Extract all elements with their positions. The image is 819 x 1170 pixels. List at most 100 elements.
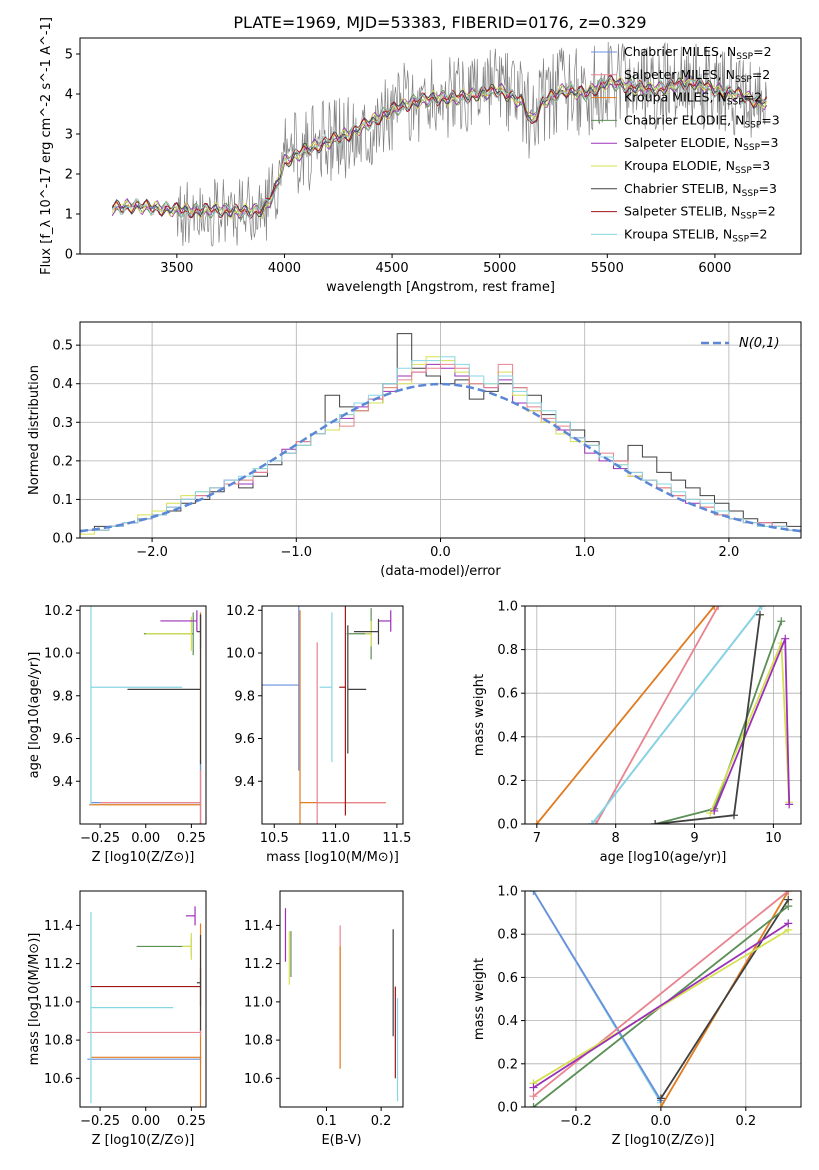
panel-age-vs-mass: 10.5 11.0 11.5 9.4 9.6 9.8 10.0 10.2 mass [log10… <box>226 604 411 865</box>
x-tick-label: −0.25 <box>80 831 120 846</box>
x-tick-label: 0.25 <box>177 831 206 846</box>
y-tick-label: 11.2 <box>44 957 73 972</box>
data-point-marker <box>656 1094 665 1103</box>
y-axis-label: mass weight <box>472 674 487 756</box>
x-tick-label: 1.0 <box>574 545 595 560</box>
x-axis-label: Z [log10(Z/Z⊙)] <box>92 1133 195 1148</box>
x-tick-label: 11.0 <box>321 831 350 846</box>
x-tick-label: 0.00 <box>131 1114 160 1129</box>
x-tick-label: 2.0 <box>719 545 740 560</box>
panel-mass-vs-Z: −0.25 0.00 0.25 10.6 10.8 11.0 11.2 11.4 Z [log1… <box>27 890 207 1148</box>
model-spectrum-line <box>112 76 767 219</box>
data-point-marker <box>755 610 764 619</box>
y-tick-label: 0.8 <box>497 643 518 658</box>
x-tick-label: 10.5 <box>260 831 289 846</box>
y-tick-label: 9.4 <box>52 775 73 790</box>
normal-reference-curve <box>80 382 801 533</box>
y-tick-label: 11.0 <box>44 995 73 1010</box>
data-point-marker <box>714 606 723 610</box>
x-tick-label: 0.2 <box>735 1114 756 1129</box>
panel-spectrum: 3500 4000 4500 5000 5500 6000 0 1 2 3 4 5 wavelength… <box>39 17 802 295</box>
legend-entry: Kroupa MILES, NSSP=2 <box>624 90 762 108</box>
axes-frame <box>79 321 802 539</box>
model-spectrum-line <box>111 74 767 219</box>
x-tick-label: 7 <box>533 831 541 846</box>
plot-area-age-vs-mass <box>262 606 392 824</box>
model-spectrum-line <box>112 76 767 219</box>
x-tick-label: 0.0 <box>430 545 451 560</box>
x-tick-label: −0.25 <box>80 1114 120 1129</box>
x-tick-label: −2.0 <box>136 545 168 560</box>
x-tick-label: 4500 <box>376 261 409 276</box>
data-point-marker <box>591 820 600 824</box>
legend-entry: Salpeter STELIB, NSSP=2 <box>624 204 776 222</box>
histogram-step-line <box>80 356 801 538</box>
mass-weight-line <box>660 899 790 1099</box>
y-tick-label: 0.3 <box>52 416 73 431</box>
x-axis-label: Z [log10(Z/Z⊙)] <box>612 1133 715 1148</box>
data-point-marker <box>529 1083 538 1092</box>
model-spectrum-line <box>111 75 767 220</box>
y-axis-label: age [log10(age/yr)] <box>27 652 42 779</box>
data-point-marker <box>777 617 786 626</box>
axes-frame <box>79 605 207 825</box>
data-point-marker <box>651 820 660 824</box>
axes-frame <box>279 890 404 1108</box>
y-tick-label: 0.0 <box>497 1101 518 1116</box>
x-tick-label: 8 <box>612 831 620 846</box>
y-tick-label: 10.8 <box>44 1034 73 1049</box>
y-tick-label: 1.0 <box>497 885 518 900</box>
x-tick-label: 5000 <box>483 261 516 276</box>
y-tick-label: 0.8 <box>497 928 518 943</box>
x-axis-label: mass [log10(M/M⊙)] <box>266 850 399 865</box>
data-point-marker <box>529 891 538 895</box>
y-tick-label: 0.0 <box>52 532 73 547</box>
y-axis-label: mass [log10(M/M⊙)] <box>27 933 42 1066</box>
plot-layer: 3500 4000 4500 5000 5500 6000 0 1 2 3 4 5 wavelength… <box>27 17 802 1148</box>
x-tick-label: −0.2 <box>560 1114 592 1129</box>
axes-frame <box>261 605 404 825</box>
y-tick-label: 4 <box>65 88 73 103</box>
data-point-marker <box>781 634 790 643</box>
y-tick-label: 11.0 <box>244 995 273 1010</box>
mass-weight-line <box>591 606 763 824</box>
model-spectrum-line <box>111 74 767 220</box>
mass-weight-line <box>532 891 789 1097</box>
figure-title: PLATE=1969, MJD=53383, FIBERID=0176, z=0… <box>233 13 646 32</box>
data-point-marker <box>529 1103 538 1107</box>
y-tick-label: 10.6 <box>244 1072 273 1087</box>
plot-area-age-vs-Z <box>89 606 202 824</box>
plot-area-mass-weight-vs-age <box>532 606 794 824</box>
y-tick-label: 10.0 <box>226 647 255 662</box>
x-tick-label: 0.1 <box>316 1114 337 1129</box>
y-tick-label: 0.6 <box>497 971 518 986</box>
data-point-marker <box>656 1103 665 1107</box>
plot-area-residuals <box>80 333 801 538</box>
legend-entry: Kroupa STELIB, NSSP=2 <box>624 226 768 244</box>
y-tick-label: 2 <box>65 168 73 183</box>
panel-mass-weight-vs-age: 7 8 9 10 0.0 0.2 0.4 0.6 0.8 1.0 age [log10(age/yr… <box>472 600 802 865</box>
mass-weight-line <box>536 606 715 824</box>
legend-entry: Chabrier STELIB, NSSP=3 <box>624 181 777 199</box>
data-point-marker <box>784 919 793 928</box>
legend-entry: Kroupa ELODIE, NSSP=3 <box>624 158 770 176</box>
y-tick-label: 9.6 <box>52 732 73 747</box>
data-point-marker <box>532 820 541 824</box>
x-tick-label: 0.0 <box>651 1114 672 1129</box>
legend-entry: Chabrier MILES, NSSP=2 <box>624 44 772 62</box>
y-tick-label: 0.4 <box>497 730 518 745</box>
y-tick-label: 0.2 <box>52 454 73 469</box>
y-tick-label: 3 <box>65 128 73 143</box>
y-tick-label: 0.0 <box>497 818 518 833</box>
x-tick-label: 4000 <box>268 261 301 276</box>
y-axis-label: Flux [f_λ 10^-17 erg cm^-2 s^-1 A^-1] <box>39 17 54 275</box>
legend-entry: N(0,1) <box>739 336 780 351</box>
x-tick-label: −1.0 <box>281 545 313 560</box>
y-tick-label: 9.6 <box>234 732 255 747</box>
x-tick-label: 5500 <box>591 261 624 276</box>
data-point-marker <box>784 902 793 911</box>
y-tick-label: 11.4 <box>244 919 273 934</box>
y-axis-label: Normed distribution <box>27 365 42 495</box>
legend-entry: Salpeter ELODIE, NSSP=3 <box>624 135 778 153</box>
